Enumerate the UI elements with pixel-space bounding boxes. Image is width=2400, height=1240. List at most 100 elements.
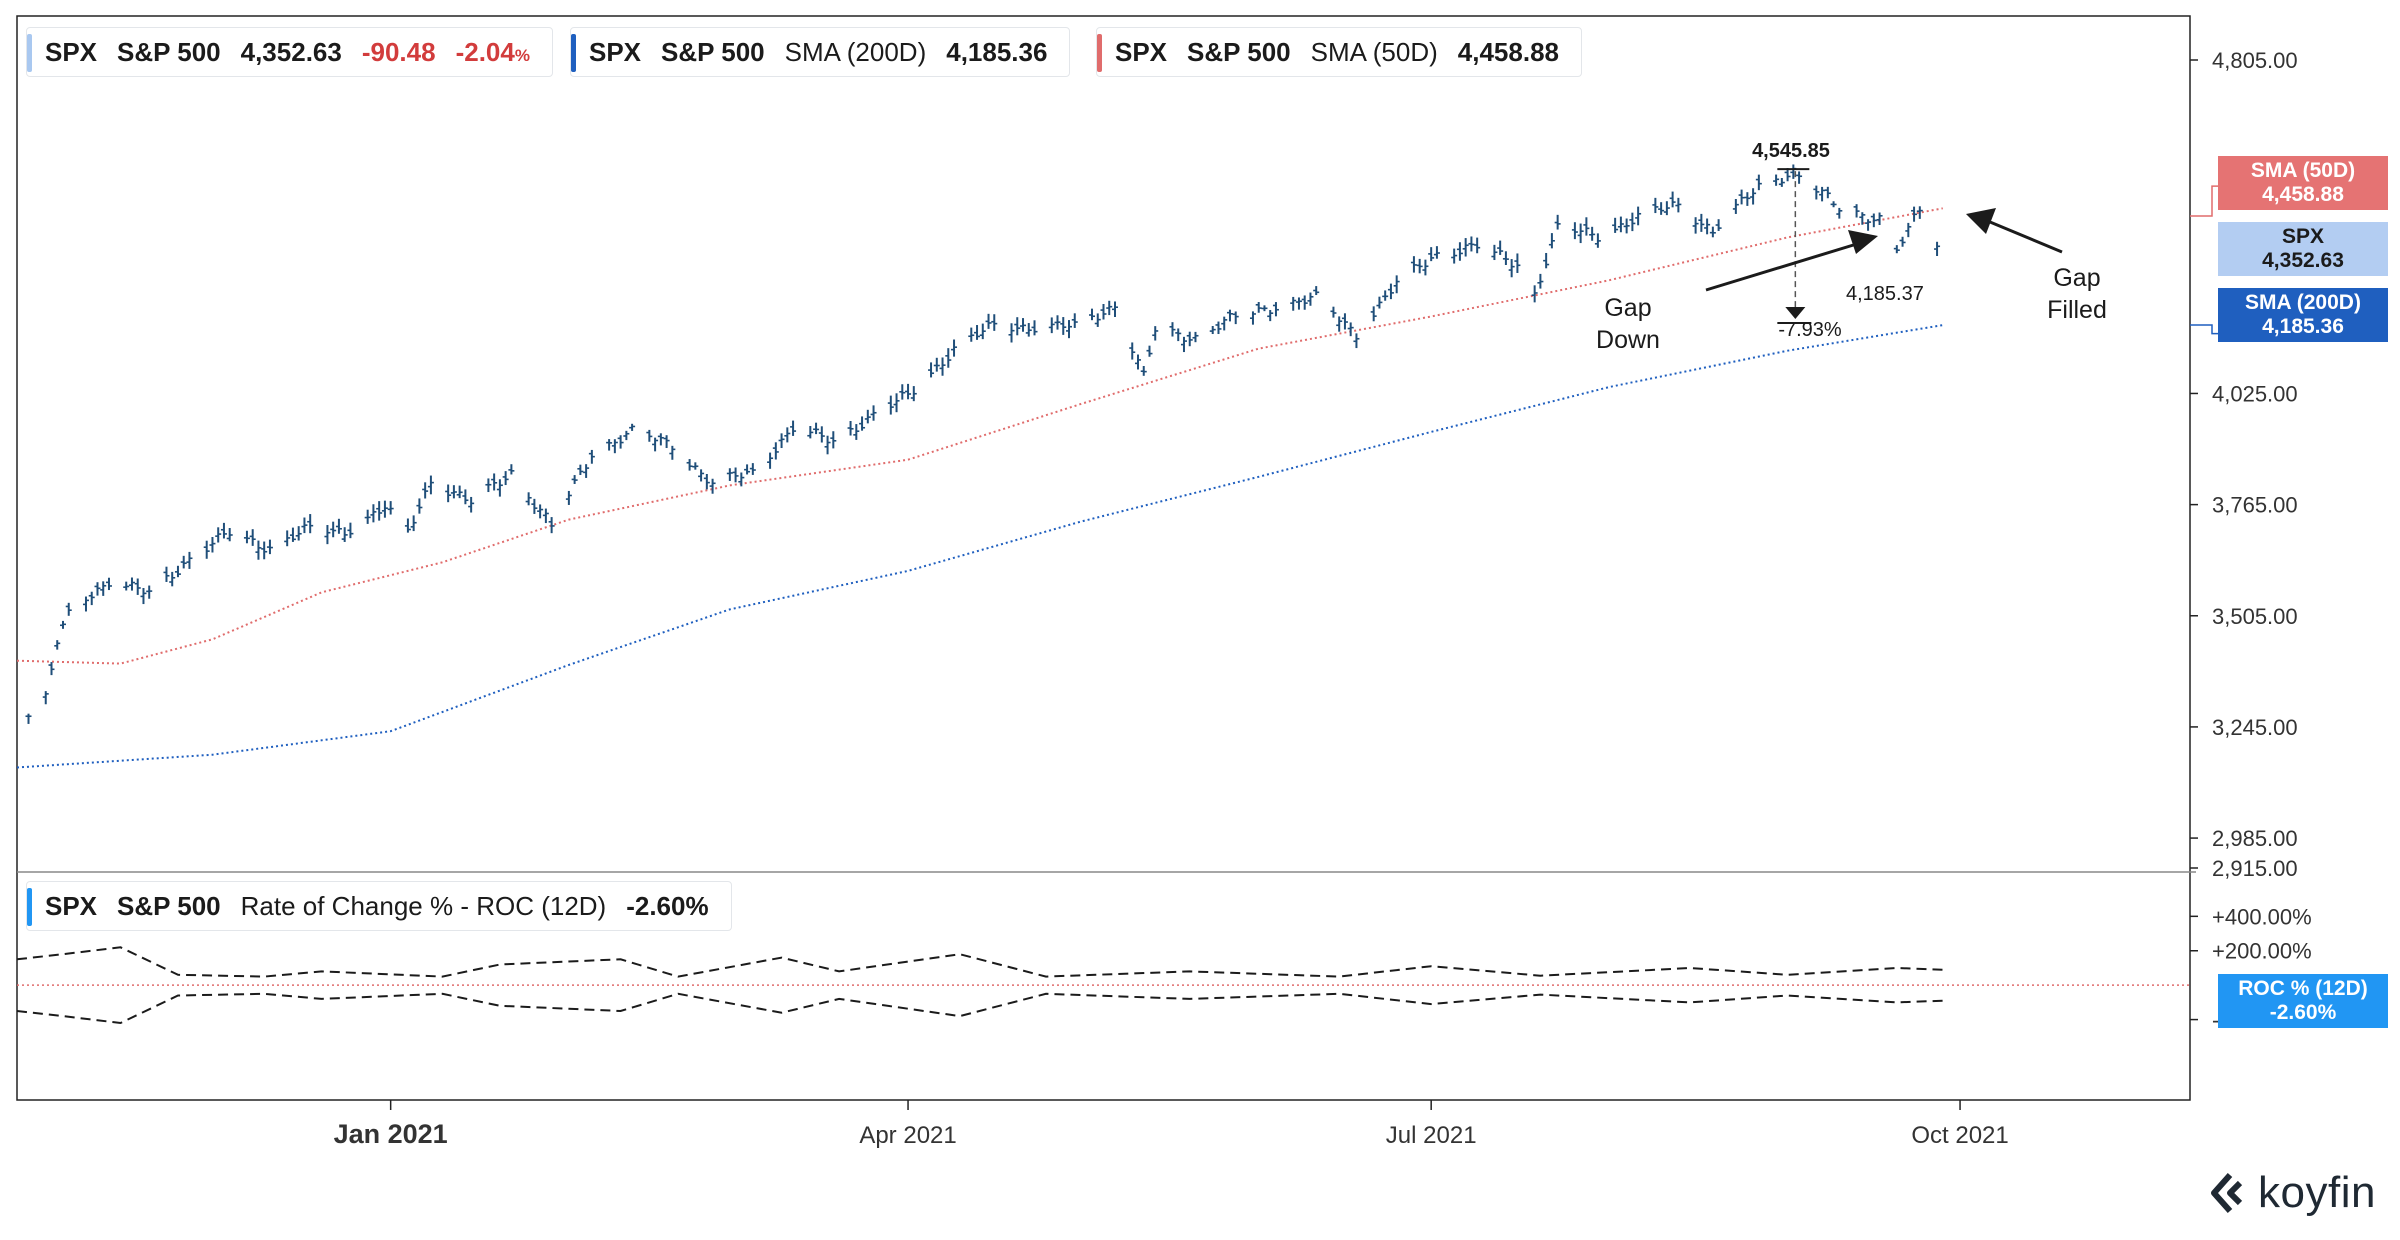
ohlc-bar [42, 691, 49, 705]
ohlc-bar [910, 386, 917, 402]
ohlc-bar [215, 527, 222, 543]
ohlc-bar [939, 357, 946, 376]
ohlc-bar [1313, 286, 1320, 296]
y-tick-label: 3,245.00 [2212, 715, 2298, 740]
ohlc-bar [974, 325, 981, 340]
legend-sma50[interactable]: SPX S&P 500 SMA (50D) 4,458.88 [1096, 27, 1582, 77]
legend-roc-name: S&P 500 [117, 890, 221, 921]
ohlc-bar [1295, 297, 1302, 310]
ohlc-bar [1014, 317, 1021, 336]
ohlc-bar [1669, 191, 1676, 208]
ohlc-bar [985, 313, 992, 329]
ohlc-bar [330, 521, 337, 538]
y-tick-label: 4,805.00 [2212, 48, 2298, 73]
ohlc-bar [468, 496, 475, 513]
gap-down-arrow-shaft [1705, 241, 1861, 292]
price-tag-spx-value: 4,352.63 [2262, 249, 2344, 272]
ohlc-bar [778, 433, 785, 449]
roc-y-tick-label: +200.00% [2212, 939, 2312, 964]
ohlc-bar [749, 463, 756, 475]
price-tag-sma50-label: SMA (50D) [2250, 159, 2356, 182]
ohlc-bar [859, 416, 866, 431]
ohlc-bar [1272, 302, 1279, 317]
ohlc-bar [905, 383, 912, 400]
price-tag-sma50-value: 4,458.88 [2262, 183, 2344, 206]
ohlc-bar [1589, 226, 1596, 241]
ohlc-bar [1089, 308, 1096, 321]
ohlc-bar [692, 462, 699, 470]
ohlc-bar [1543, 252, 1550, 269]
ohlc-bar [1169, 322, 1176, 337]
ohlc-bar [485, 478, 492, 493]
ohlc-bar [180, 555, 187, 569]
sma50-line-group [16, 207, 1943, 665]
ohlc-bar [1301, 295, 1308, 310]
x-tick-label: Jul 2021 [1386, 1122, 1477, 1149]
ohlc-bar [1094, 313, 1101, 327]
ohlc-bar [1508, 259, 1515, 278]
ohlc-bar [88, 591, 95, 606]
ohlc-bar [669, 445, 676, 460]
gap-filled-arrow-shaft [1989, 220, 2063, 254]
drawdown-arrowhead [1785, 307, 1806, 320]
price-tag-spx-label: SPX [2281, 225, 2325, 248]
ohlc-bar [1537, 273, 1544, 289]
price-bars-group [25, 164, 1941, 724]
ohlc-bar [100, 581, 107, 596]
ohlc-bar [1675, 197, 1682, 213]
ohlc-bar [1732, 199, 1739, 214]
axes-group: 4,805.00 4,025.00 3,765.00 3,505.00 3,245.00… [334, 48, 2312, 1149]
annotation-gap-filled-line2: Filled [2047, 296, 2107, 324]
annotations-group: 4,545.85 4,185.37 -7.93% Gap Down Gap Fi… [1596, 140, 2218, 354]
ohlc-bar [784, 427, 791, 443]
ohlc-bar [1899, 236, 1906, 247]
ohlc-bar [772, 442, 779, 460]
legend-roc[interactable]: SPX S&P 500 Rate of Change % - ROC (12D)… [26, 881, 732, 931]
ohlc-bar [1249, 311, 1256, 325]
ohlc-bar [65, 602, 72, 616]
ohlc-bar [1773, 174, 1780, 186]
ohlc-bar [1502, 251, 1509, 266]
ohlc-bar [945, 348, 952, 368]
ohlc-bar [1048, 317, 1055, 334]
annotation-drawdown: -7.93% [1778, 319, 1842, 341]
ohlc-bar [1778, 177, 1785, 187]
ohlc-bar [1692, 217, 1699, 234]
ohlc-bar [1387, 283, 1394, 300]
ohlc-bar [1261, 305, 1268, 312]
ohlc-bar [450, 485, 457, 499]
price-tag-roc-value: -2.60% [2269, 1001, 2337, 1024]
y-tick-label: 2,985.00 [2212, 826, 2298, 851]
ohlc-bar [1100, 304, 1107, 320]
ohlc-bar [767, 452, 774, 469]
ohlc-bar [370, 504, 377, 523]
ohlc-bar [295, 526, 302, 541]
legend-sma200[interactable]: SPX S&P 500 SMA (200D) 4,185.36 [570, 27, 1071, 77]
ohlc-bar [1824, 186, 1831, 199]
ohlc-bar [416, 498, 423, 514]
ohlc-bar [1548, 233, 1555, 249]
ohlc-bar [1106, 300, 1113, 316]
ohlc-bar [1709, 226, 1716, 238]
legend-roc-indicator: Rate of Change % - ROC (12D) [240, 890, 607, 921]
ohlc-bar [387, 501, 394, 515]
ohlc-bar [1180, 336, 1187, 353]
ohlc-bar [933, 357, 940, 372]
ohlc-bar [744, 464, 751, 475]
ohlc-bar [887, 395, 894, 415]
ohlc-bar [59, 620, 66, 629]
ohlc-bar [249, 529, 256, 546]
ohlc-bar [686, 459, 693, 471]
legend-roc-swatch [27, 888, 32, 926]
ohlc-bar [1226, 309, 1233, 322]
ohlc-bar [1623, 218, 1630, 234]
ohlc-bar [1111, 301, 1118, 318]
sma200-line-group [16, 324, 1943, 769]
legend-spx[interactable]: SPX S&P 500 4,352.63 -90.48 -2.04% [26, 27, 553, 77]
ohlc-bar [1146, 345, 1153, 357]
ohlc-bar [404, 518, 411, 533]
annotation-gap-down-line1: Gap [1604, 294, 1651, 322]
ohlc-bar [48, 662, 55, 676]
annotation-gap-down-line2: Down [1596, 326, 1660, 354]
ohlc-bar [1796, 171, 1803, 184]
